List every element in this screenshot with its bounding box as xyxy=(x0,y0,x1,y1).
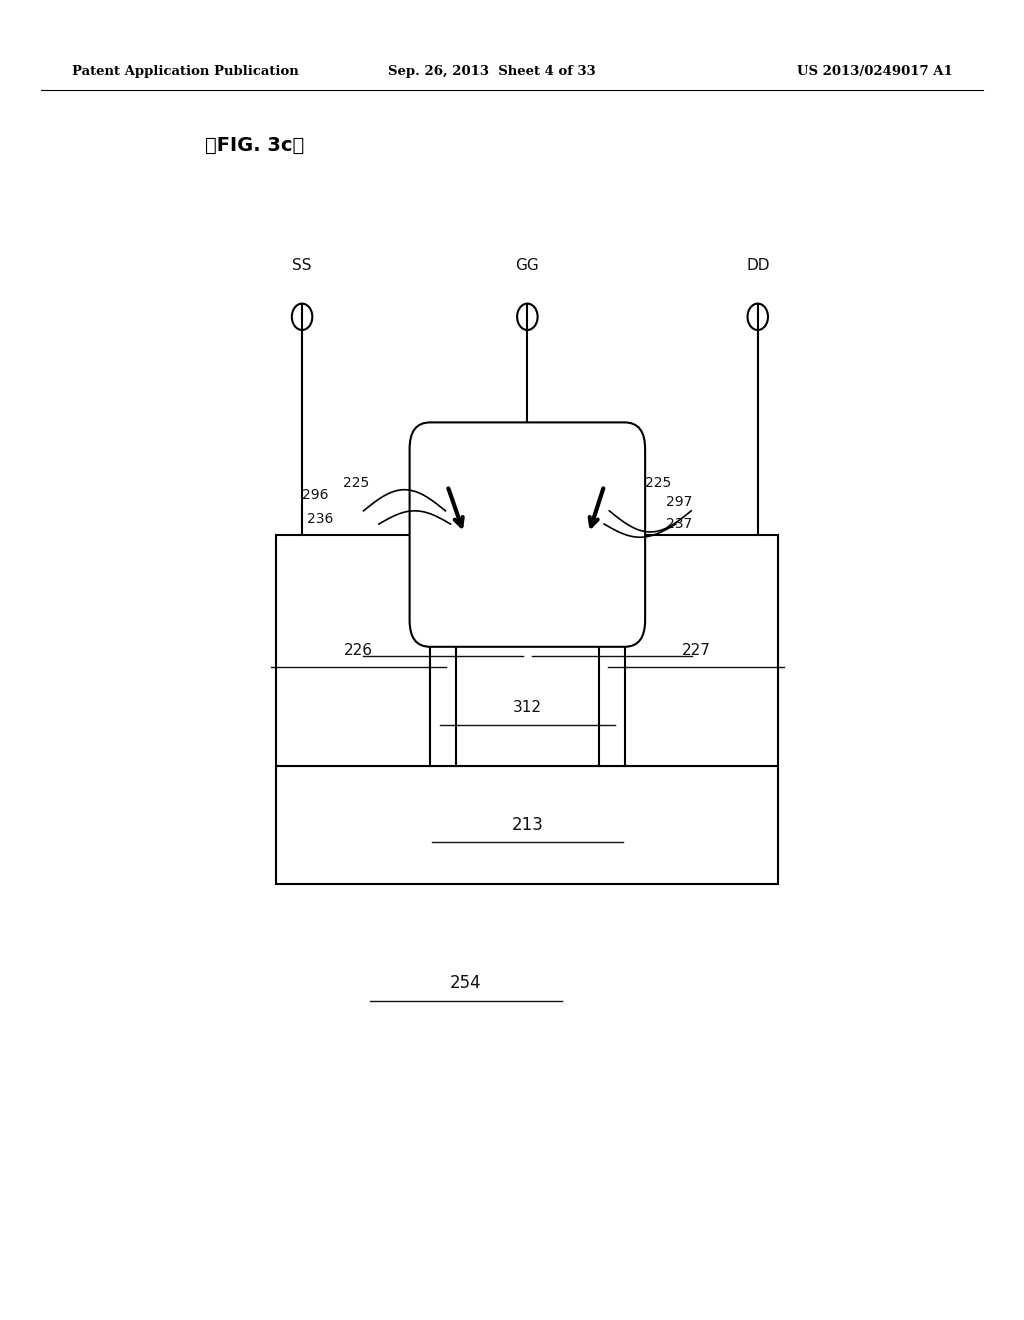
Text: 240: 240 xyxy=(513,490,542,504)
Text: 225: 225 xyxy=(343,477,370,490)
Text: US 2013/0249017 A1: US 2013/0249017 A1 xyxy=(797,65,952,78)
Text: 236: 236 xyxy=(307,512,334,525)
Text: 297: 297 xyxy=(666,495,692,508)
Text: 235: 235 xyxy=(459,620,482,634)
Text: DD: DD xyxy=(746,259,769,273)
Text: 227: 227 xyxy=(682,643,711,657)
Text: 217: 217 xyxy=(599,631,625,645)
Bar xyxy=(276,766,778,884)
Text: SS: SS xyxy=(292,259,312,273)
Text: 【FIG. 3c】: 【FIG. 3c】 xyxy=(205,136,304,154)
Text: 225: 225 xyxy=(645,477,672,490)
Text: 216: 216 xyxy=(430,631,456,645)
Text: Patent Application Publication: Patent Application Publication xyxy=(72,65,298,78)
Bar xyxy=(276,535,778,766)
Text: 242: 242 xyxy=(513,544,542,560)
Text: 213: 213 xyxy=(511,816,544,834)
Text: 254: 254 xyxy=(451,974,481,993)
Text: 226: 226 xyxy=(344,643,373,657)
Text: 296: 296 xyxy=(302,488,329,502)
FancyBboxPatch shape xyxy=(410,422,645,647)
Text: 237: 237 xyxy=(666,517,692,531)
Text: 312: 312 xyxy=(513,701,542,715)
Text: Sep. 26, 2013  Sheet 4 of 33: Sep. 26, 2013 Sheet 4 of 33 xyxy=(388,65,595,78)
Text: GG: GG xyxy=(515,259,540,273)
